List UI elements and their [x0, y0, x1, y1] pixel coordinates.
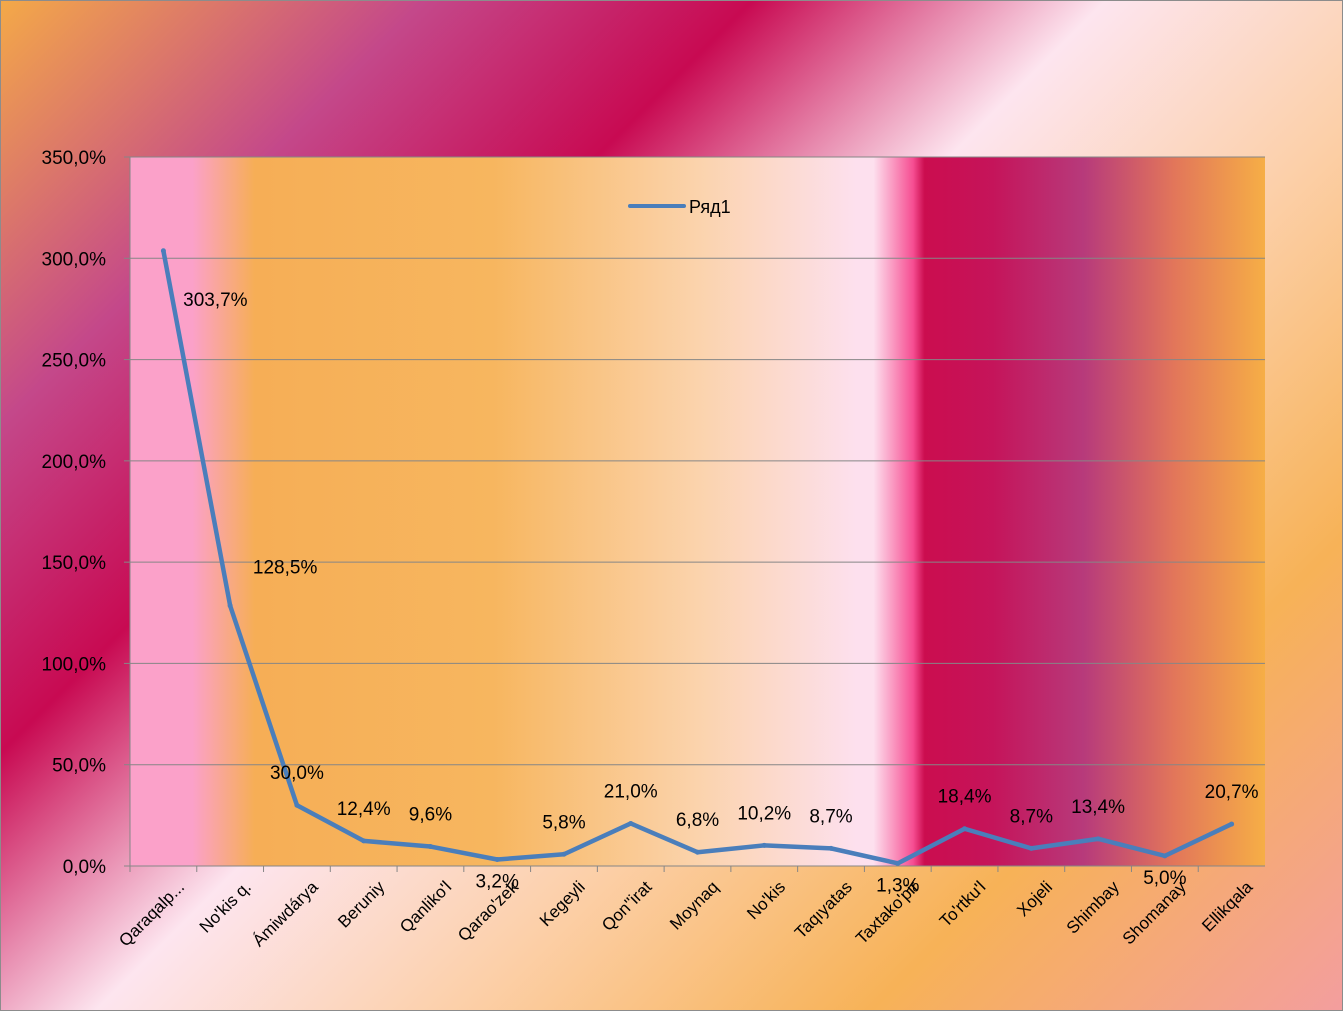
data-point: [761, 842, 767, 848]
data-point: [427, 844, 433, 850]
x-tick-label: Qon''irat: [598, 877, 656, 935]
legend-label: Ряд1: [689, 197, 731, 217]
x-tick-label: Qanliko'l: [396, 877, 455, 936]
y-tick-label: 150,0%: [42, 553, 107, 574]
y-tick-label: 300,0%: [42, 249, 107, 270]
data-label: 20,7%: [1205, 782, 1259, 803]
x-tick-label: Xojeli: [1013, 877, 1056, 920]
x-axis: Qaraqalp... No'kis q.Ámiwdárya Beruniy Qanl…: [115, 866, 1257, 950]
data-point: [895, 860, 901, 866]
data-point: [695, 849, 700, 855]
data-label: 303,7%: [183, 290, 248, 311]
data-label: 5,8%: [542, 812, 585, 833]
data-labels: 303,7% 128,5% 30,0% 12,4% 9,6% 3,2% 5,8% 21,0% 6…: [183, 290, 1259, 897]
data-point: [1162, 853, 1168, 859]
data-label: 12,4%: [337, 799, 391, 820]
y-tick-label: 250,0%: [42, 351, 107, 372]
data-point: [628, 820, 634, 826]
x-tick-label: To'rtku'l: [936, 877, 989, 930]
data-label: 13,4%: [1071, 797, 1125, 818]
data-point: [361, 838, 367, 844]
series-ryad1: [160, 248, 1235, 866]
data-label: 8,7%: [809, 806, 852, 827]
data-point: [494, 857, 500, 863]
x-tick-label: Ellikqala: [1198, 877, 1257, 936]
data-point: [1229, 821, 1235, 827]
data-label: 5,0%: [1143, 868, 1186, 889]
y-axis: 0,0% 50,0% 100,0% 150,0% 200,0% 250,0% 300,0% 3…: [42, 148, 107, 878]
x-tick-label: No'kis: [743, 877, 789, 923]
legend: Ряд1: [628, 197, 731, 217]
data-point: [294, 802, 300, 808]
x-tick-label: No'kis q.: [196, 877, 255, 936]
plot-area: [130, 157, 1265, 866]
x-tick-label: Moynaq: [666, 877, 722, 933]
x-tick-label: Kegeyli: [536, 877, 589, 930]
x-tick-label: Beruniy: [334, 877, 389, 932]
gridlines: [124, 156, 1265, 867]
data-label: 8,7%: [1010, 806, 1053, 827]
data-point: [828, 845, 834, 851]
data-point: [1028, 845, 1034, 851]
data-point: [160, 248, 166, 254]
data-point: [962, 826, 968, 832]
x-tick-label: Shimbay: [1063, 877, 1124, 938]
x-tick-label: Qaraqalp...: [115, 877, 188, 950]
data-label: 18,4%: [938, 787, 992, 808]
data-label: 3,2%: [476, 872, 519, 893]
data-label: 10,2%: [737, 803, 791, 824]
data-label: 6,8%: [676, 810, 719, 831]
data-point: [227, 603, 233, 609]
y-tick-label: 100,0%: [42, 654, 107, 675]
data-label: 30,0%: [270, 763, 324, 784]
y-tick-label: 50,0%: [52, 756, 106, 777]
data-point: [1095, 836, 1101, 842]
y-tick-label: 350,0%: [42, 148, 107, 169]
data-label: 128,5%: [253, 558, 318, 579]
y-tick-label: 200,0%: [42, 452, 107, 473]
y-tick-label: 0,0%: [63, 857, 106, 878]
data-label: 1,3%: [876, 875, 919, 896]
data-label: 9,6%: [409, 805, 452, 826]
x-tick-label: Ámiwdárya: [249, 877, 322, 950]
x-tick-label: Taqıyatas: [791, 877, 856, 942]
data-point: [561, 851, 567, 857]
data-label: 21,0%: [604, 781, 658, 802]
